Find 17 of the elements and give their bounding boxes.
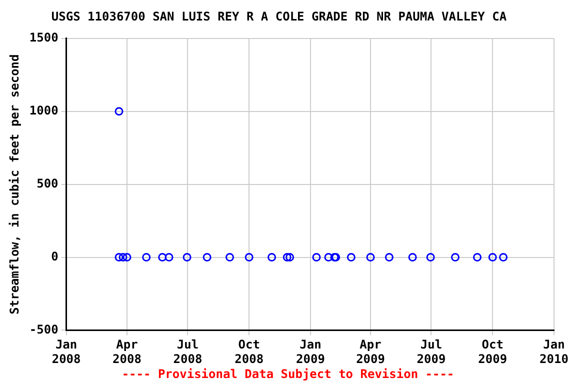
- y-axis-title: Streamflow, in cubic feet per second: [7, 54, 22, 314]
- x-tick-label: Oct 2009: [478, 338, 508, 366]
- text: ---- Provisional Data Subject to Revision ----: [122, 367, 454, 381]
- x-tick-label: Apr 2009: [356, 338, 385, 366]
- x-tick-label: Jul 2009: [416, 338, 446, 366]
- x-tick-label: Jan 2008: [52, 338, 81, 366]
- x-tick-label: Jan 2010: [540, 338, 568, 366]
- y-tick-label: 1000: [29, 103, 58, 118]
- chart-title: USGS 11036700 SAN LUIS REY R A COLE GRADE RD NR PAUMA VALLEY CA: [51, 9, 508, 24]
- y-tick-label: 500: [36, 176, 58, 190]
- y-tick-label: -500: [29, 322, 58, 336]
- y-tick-label: 1500: [29, 30, 58, 45]
- x-tick-label: Jan 2009: [296, 338, 325, 366]
- x-tick-label: Oct 2008: [234, 338, 264, 366]
- x-tick-label: Apr 2008: [112, 338, 142, 366]
- y-tick-label: 0: [51, 249, 58, 264]
- x-tick-label: Jul 2008: [173, 338, 202, 366]
